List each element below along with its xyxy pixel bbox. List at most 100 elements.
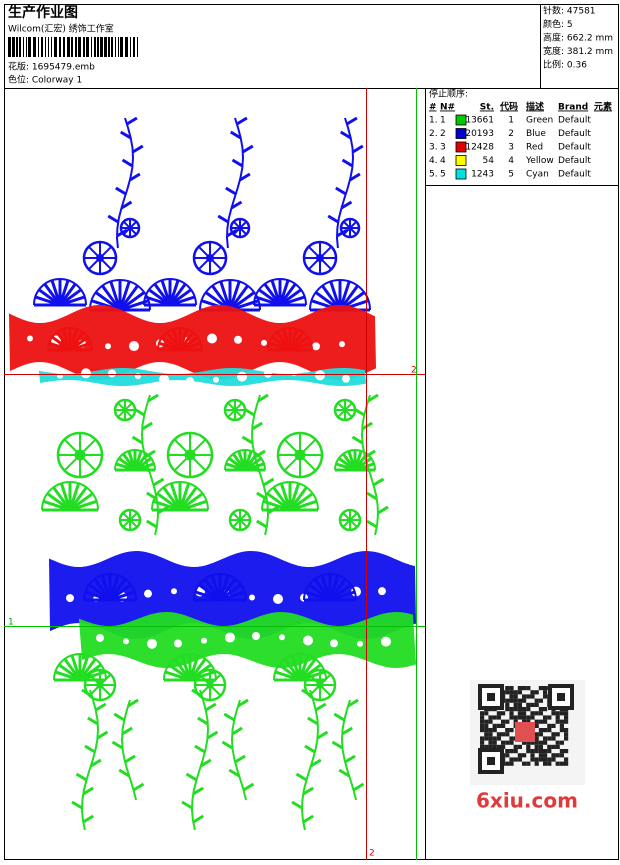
leaf <box>83 573 137 601</box>
qr-module <box>547 736 552 741</box>
qr-module <box>505 698 510 703</box>
leaf <box>267 327 313 351</box>
leaf <box>334 449 376 471</box>
vine-leaf <box>115 186 127 196</box>
row-stitches: 13661 <box>465 116 494 126</box>
vine-leaf <box>206 730 219 740</box>
qr-module <box>522 753 527 758</box>
vine-leaf <box>257 393 269 403</box>
lace-hole <box>279 634 285 641</box>
qr-module <box>517 690 522 695</box>
qr-module <box>488 744 493 749</box>
column-header: # <box>429 103 437 113</box>
qr-module <box>513 757 518 762</box>
qr-module <box>509 761 514 766</box>
vine-leaf <box>335 186 347 196</box>
column-header: Brand <box>558 103 588 113</box>
qr-module <box>530 740 535 745</box>
qr-module <box>484 711 489 716</box>
flower-center <box>316 254 324 262</box>
flower-center <box>127 517 133 523</box>
qr-module <box>551 711 556 716</box>
vine-leaf <box>251 421 263 431</box>
vine-leaf <box>248 463 260 473</box>
qr-module <box>509 698 514 703</box>
qr-module <box>480 723 485 728</box>
qr-module <box>509 690 514 695</box>
leaf-rib <box>228 284 249 311</box>
lace-hole <box>381 636 391 647</box>
title: 生产作业图 <box>8 4 78 21</box>
qr-module <box>538 753 543 758</box>
qr-module <box>480 728 485 733</box>
guides: 2 2 1 <box>4 88 425 860</box>
qr-module <box>513 715 518 720</box>
lace-hole <box>234 335 242 344</box>
qr-module <box>501 723 506 728</box>
lace-hole <box>315 370 325 381</box>
vine-leaf <box>377 505 389 515</box>
qr-code <box>470 680 585 785</box>
qr-module <box>534 698 539 703</box>
vine-leaf <box>358 463 370 473</box>
leaf <box>143 278 197 306</box>
lace-hole <box>123 638 129 645</box>
qr-module <box>526 702 531 707</box>
qr-module <box>517 686 522 691</box>
qr-module <box>564 761 569 766</box>
vine-leaf <box>254 449 266 459</box>
leaf <box>193 573 247 601</box>
vine-leaf <box>118 768 130 778</box>
row-number: 5 <box>440 170 446 180</box>
qr-module <box>505 749 510 754</box>
qr-module <box>492 723 497 728</box>
flower-center <box>74 449 86 461</box>
qr-module <box>513 744 518 749</box>
qr-module <box>517 707 522 712</box>
qr-module <box>559 740 564 745</box>
qr-module <box>559 753 564 758</box>
qr-module <box>543 694 548 699</box>
qr-module <box>522 740 527 745</box>
row-code: 4 <box>508 156 514 166</box>
qr-module <box>543 749 548 754</box>
qr-module <box>555 732 560 737</box>
vine-leaf <box>192 814 205 824</box>
qr-module <box>564 736 569 741</box>
qr-module <box>530 702 535 707</box>
vine-leaf <box>339 130 352 140</box>
qr-module <box>522 761 527 766</box>
vine-leaf <box>366 491 378 501</box>
qr-module <box>488 728 493 733</box>
vine-leaf <box>113 712 126 722</box>
vine-leaf <box>225 186 237 196</box>
qr-module <box>517 711 522 716</box>
vine-leaf <box>351 435 364 445</box>
qr-module <box>543 757 548 762</box>
qr-module <box>551 732 556 737</box>
vine-leaf <box>236 116 248 126</box>
lace-hole <box>27 335 33 342</box>
qr-module <box>509 728 514 733</box>
qr-module <box>484 744 489 749</box>
qr-module <box>564 749 569 754</box>
qr-module <box>526 761 531 766</box>
leaf <box>303 573 357 601</box>
qr-module <box>517 753 522 758</box>
qr-module <box>530 753 535 758</box>
qr-module <box>547 744 552 749</box>
qr-module <box>509 715 514 720</box>
vine-leaf <box>127 698 139 708</box>
vine-leaf <box>352 144 364 154</box>
color-swatch <box>455 155 467 166</box>
qr-module <box>555 744 560 749</box>
vine-leaf <box>81 688 93 698</box>
qr-module <box>538 711 543 716</box>
flower-center <box>294 449 306 461</box>
qr-module <box>501 732 506 737</box>
qr-module <box>555 719 560 724</box>
vine-leaf <box>94 702 107 712</box>
color-swatch <box>455 114 467 126</box>
barcode-bar <box>67 37 70 57</box>
